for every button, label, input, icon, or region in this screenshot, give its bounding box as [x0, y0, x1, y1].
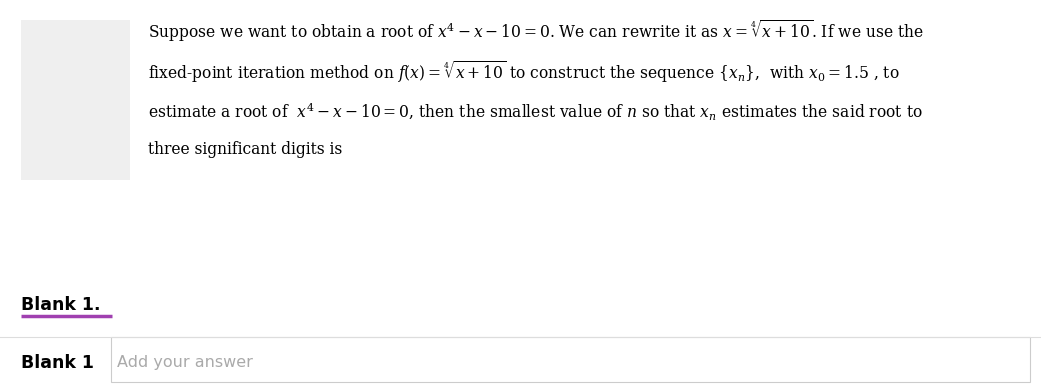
Text: Add your answer: Add your answer: [117, 355, 253, 370]
FancyBboxPatch shape: [111, 337, 1030, 382]
FancyBboxPatch shape: [21, 20, 130, 180]
Text: estimate a root of  $x^4 - x - 10 = 0$, then the smallest value of $n$ so that $: estimate a root of $x^4 - x - 10 = 0$, t…: [148, 100, 922, 122]
Text: Blank 1.: Blank 1.: [21, 296, 100, 314]
Text: fixed-point iteration method on $f(x) = \sqrt[4]{x + 10}$ to construct the seque: fixed-point iteration method on $f(x) = …: [148, 59, 899, 85]
Text: Suppose we want to obtain a root of $x^4 - x - 10 = 0$. We can rewrite it as $x : Suppose we want to obtain a root of $x^4…: [148, 18, 923, 44]
Text: three significant digits is: three significant digits is: [148, 141, 342, 158]
Text: Blank 1: Blank 1: [21, 354, 94, 372]
